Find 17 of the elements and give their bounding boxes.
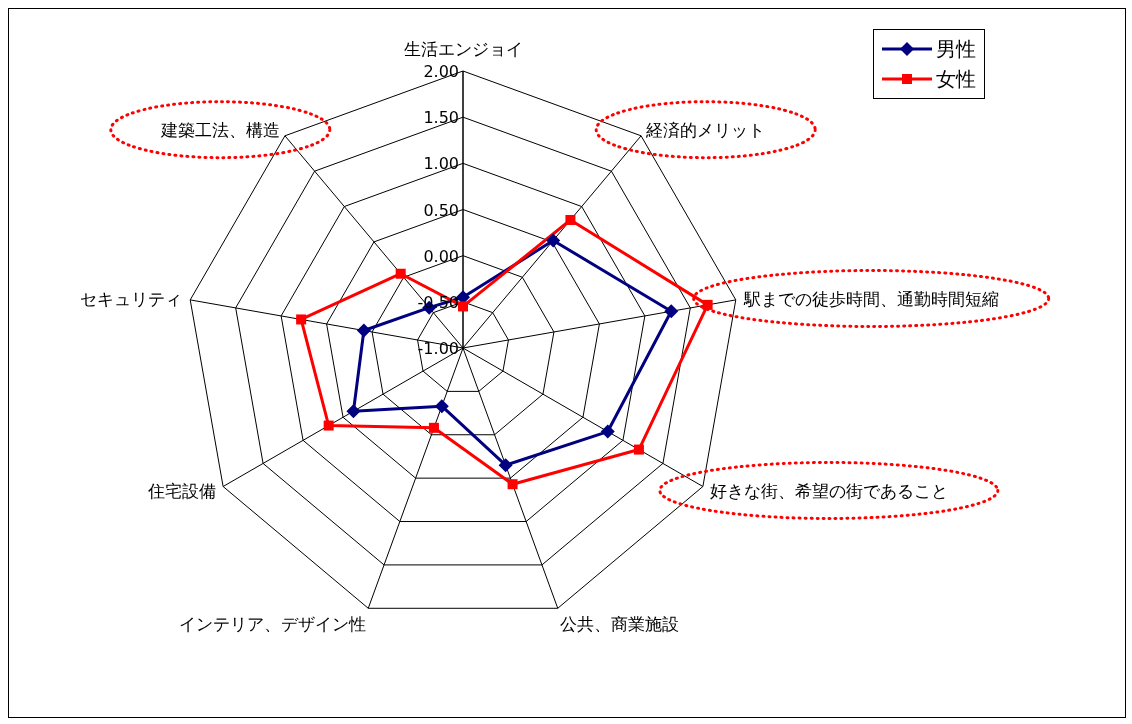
y-tick-label: 1.00 [423,154,459,174]
spoke-label: 経済的メリット [645,119,766,140]
spoke-label: 公共、商業施設 [560,613,680,634]
y-tick-label: 0.00 [423,246,459,266]
y-tick-label: 2.00 [423,62,459,81]
legend-label: 男性 [936,35,976,63]
y-tick-label: -1.00 [417,339,459,358]
spoke-label: 住宅設備 [147,480,217,501]
y-tick-label: 1.50 [423,108,459,128]
legend-label: 女性 [936,65,976,93]
spoke-label: 生活エンジョイ [403,39,523,59]
spoke-label: インテリア、デザイン性 [178,613,366,634]
spoke-label: 駅までの徒歩時間、通勤時間短縮 [742,288,999,309]
spoke-label: セキュリティ [80,288,183,309]
spoke-label: 建築工法、構造 [159,119,280,140]
spoke-label: 好きな街、希望の街であること [709,480,948,501]
y-tick-label: 0.50 [423,200,459,220]
